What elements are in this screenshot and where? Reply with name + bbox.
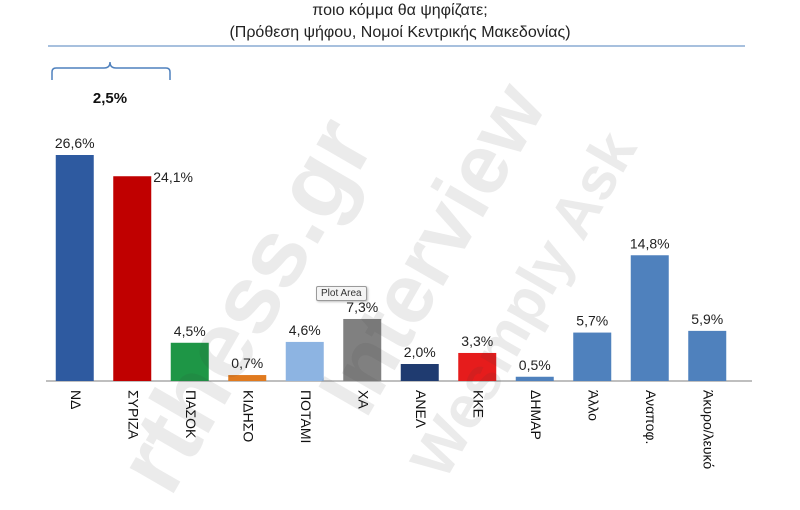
category-label-6: ΑΝΕΛ (413, 390, 429, 429)
chart-subtitle: (Πρόθεση ψήφου, Νομοί Κεντρικής Μακεδονί… (229, 24, 571, 41)
category-label-10: Αναποφ. (643, 390, 659, 444)
category-label-1: ΣΥΡΙΖΑ (125, 390, 141, 440)
category-label-2: ΠΑΣΟΚ (183, 390, 199, 439)
category-label-3: ΚΙΔΗΣΟ (240, 390, 256, 442)
bar-10[interactable] (630, 255, 669, 381)
bar-2[interactable] (170, 342, 209, 381)
category-label-7: ΚΚΕ (470, 390, 486, 418)
bar-0[interactable] (55, 155, 94, 381)
category-label-8: ΔΗΜΑΡ (528, 390, 544, 440)
data-label-6: 2,0% (404, 344, 436, 360)
data-label-7: 3,3% (461, 333, 493, 349)
data-label-11: 5,9% (691, 311, 723, 327)
data-label-8: 0,5% (519, 357, 551, 373)
plot-area-tooltip: Plot Area (316, 286, 367, 301)
difference-label: 2,5% (93, 90, 127, 107)
category-label-9: Άλλο (585, 390, 601, 421)
category-label-11: Άκυρο/λευκό (700, 390, 716, 469)
chart-title: ποιο κόμμα θα ψηφίζατε; (312, 2, 488, 19)
bar-1[interactable] (113, 176, 152, 381)
data-label-0: 26,6% (55, 135, 95, 151)
category-label-5: ΧΑ (355, 390, 371, 409)
data-label-1: 24,1% (153, 169, 193, 185)
bar-5[interactable] (343, 318, 382, 381)
bar-8[interactable] (515, 376, 554, 381)
data-label-4: 4,6% (289, 322, 321, 338)
data-label-2: 4,5% (174, 323, 206, 339)
difference-bracket (51, 61, 171, 80)
data-label-10: 14,8% (630, 235, 670, 251)
bar-7[interactable] (458, 352, 497, 381)
bar-9[interactable] (573, 332, 612, 381)
bar-11[interactable] (688, 330, 727, 381)
category-label-0: ΝΔ (68, 390, 84, 409)
bar-3[interactable] (228, 375, 267, 381)
data-label-5: 7,3% (346, 299, 378, 315)
bar-4[interactable] (285, 341, 324, 381)
category-label-4: ΠΟΤΑΜΙ (298, 390, 314, 443)
bar-6[interactable] (400, 364, 439, 381)
data-label-9: 5,7% (576, 313, 608, 329)
data-label-3: 0,7% (231, 355, 263, 371)
